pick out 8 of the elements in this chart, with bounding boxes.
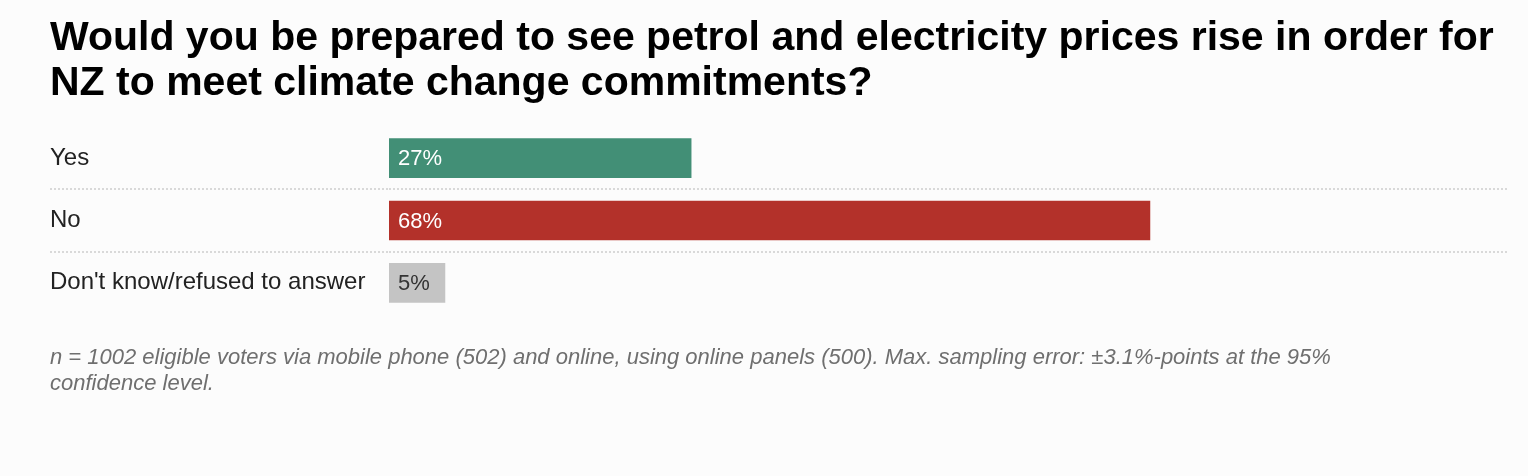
chart-title: Would you be prepared to see petrol and electricity prices rise in order for NZ to meet climate change commitments? <box>50 13 1495 104</box>
data-label: 68% <box>398 207 443 233</box>
y-tick-label: Yes <box>50 142 90 170</box>
text: n = 1002 eligible voters via mobile phone (502) and online, using online panels (500). Max. sampling error: ±3.1%-points at the 95% confidence level. <box>50 344 1332 396</box>
y-tick-label: No <box>50 205 81 233</box>
data-label: 27% <box>398 145 443 171</box>
y-tick-label: Don't know/refused to answer <box>50 267 366 295</box>
data-label: 5% <box>398 269 430 295</box>
